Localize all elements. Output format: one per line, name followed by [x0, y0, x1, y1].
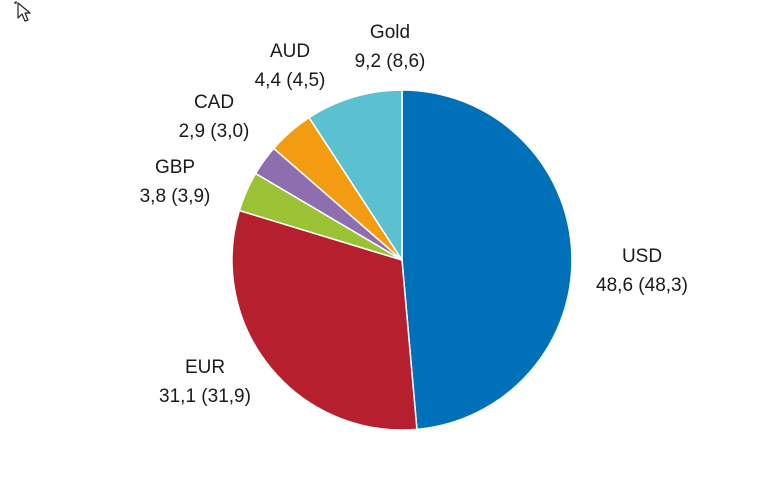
slice-value-eur: 31,1 (31,9): [159, 386, 251, 407]
pie-slice-gold: [308, 89, 403, 261]
slice-value-gbp: 3,8 (3,9): [140, 186, 211, 207]
slice-label-usd: USD: [622, 246, 662, 267]
slice-label-eur: EUR: [185, 357, 225, 378]
slice-value-gold: 9,2 (8,6): [355, 51, 426, 72]
slice-label-gbp: GBP: [155, 157, 195, 178]
slice-value-cad: 2,9 (3,0): [179, 121, 250, 142]
pie-slices: [231, 89, 573, 431]
pie-labels: USD 48,6 (48,3) EUR 31,1 (31,9) GBP 3,8 (3,9)…: [140, 22, 688, 407]
slice-label-gold: Gold: [370, 22, 410, 43]
slice-value-aud: 4,4 (4,5): [255, 70, 326, 91]
slice-label-aud: AUD: [270, 41, 310, 62]
mouse-pointer-icon: [13, 0, 37, 24]
pie-slice-eur: [231, 209, 418, 431]
slice-label-cad: CAD: [194, 92, 234, 113]
slice-value-usd: 48,6 (48,3): [596, 275, 688, 296]
pie-slice-usd: [401, 89, 573, 431]
